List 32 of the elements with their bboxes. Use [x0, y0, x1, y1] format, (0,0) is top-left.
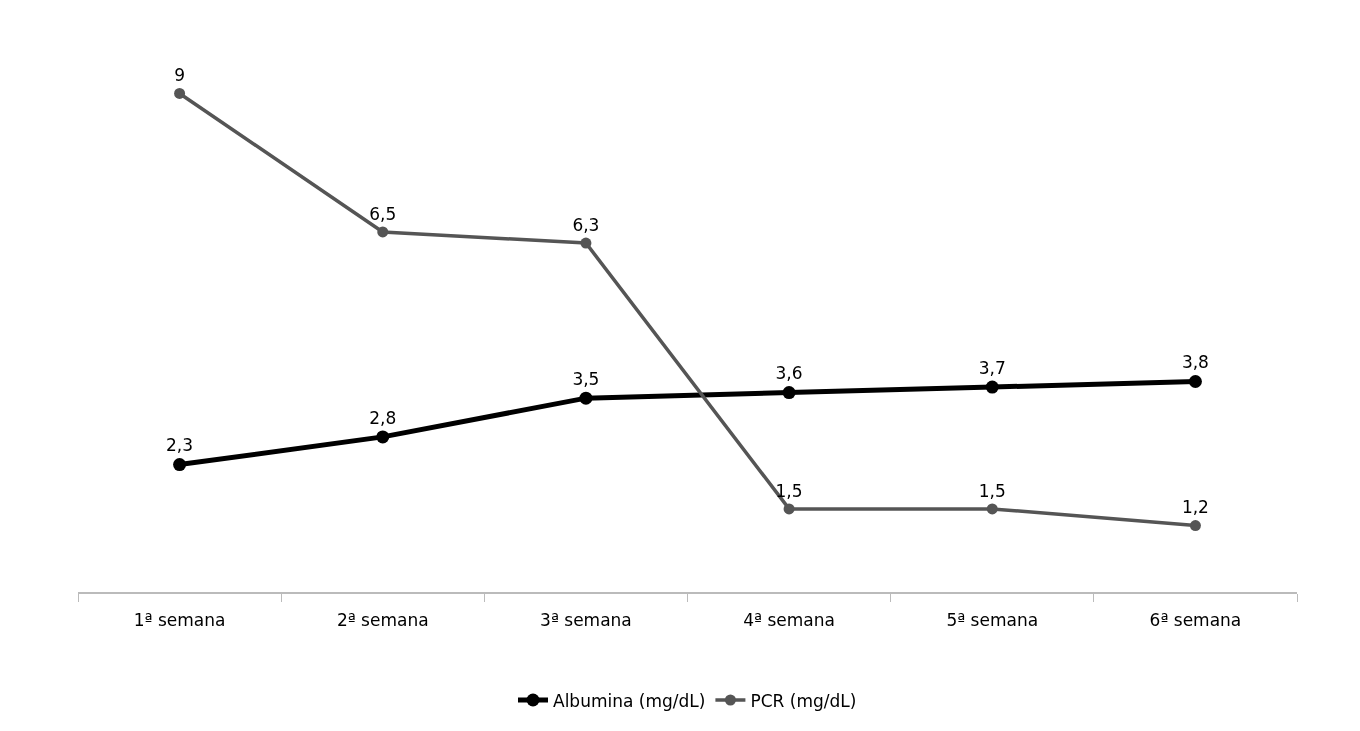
point	[580, 237, 592, 249]
data-label: 9	[174, 65, 185, 86]
data-label: 3,8	[1181, 352, 1209, 373]
point	[376, 430, 390, 444]
data-label: 6,3	[572, 214, 600, 235]
point	[986, 503, 998, 515]
data-label: 3,6	[775, 363, 803, 384]
x-tick-label: 2ª semana	[336, 610, 429, 631]
x-tick-label: 1ª semana	[133, 610, 226, 631]
x-tick-label: 4ª semana	[743, 610, 835, 631]
point	[174, 87, 186, 99]
point	[377, 226, 389, 238]
point	[1189, 520, 1201, 532]
data-label: 3,7	[978, 357, 1006, 378]
point	[985, 380, 999, 394]
data-label: 1,2	[1181, 497, 1209, 518]
legend-label: Albumina (mg/dL)	[553, 690, 706, 711]
x-tick-label: 3ª semana	[540, 610, 632, 631]
data-label: 3,5	[572, 368, 600, 389]
point	[579, 391, 593, 405]
point	[1188, 375, 1202, 388]
data-label: 6,5	[369, 203, 397, 224]
data-label: 2,8	[369, 407, 397, 428]
data-label: 1,5	[978, 480, 1006, 501]
data-label: 2,3	[166, 435, 194, 456]
point	[173, 458, 187, 472]
point	[782, 386, 796, 400]
x-tick-label: 5ª semana	[946, 610, 1039, 631]
data-label: 1,5	[775, 480, 803, 501]
point	[783, 503, 795, 515]
legend-label: PCR (mg/dL)	[750, 690, 857, 711]
x-tick-label: 6ª semana	[1149, 610, 1242, 631]
